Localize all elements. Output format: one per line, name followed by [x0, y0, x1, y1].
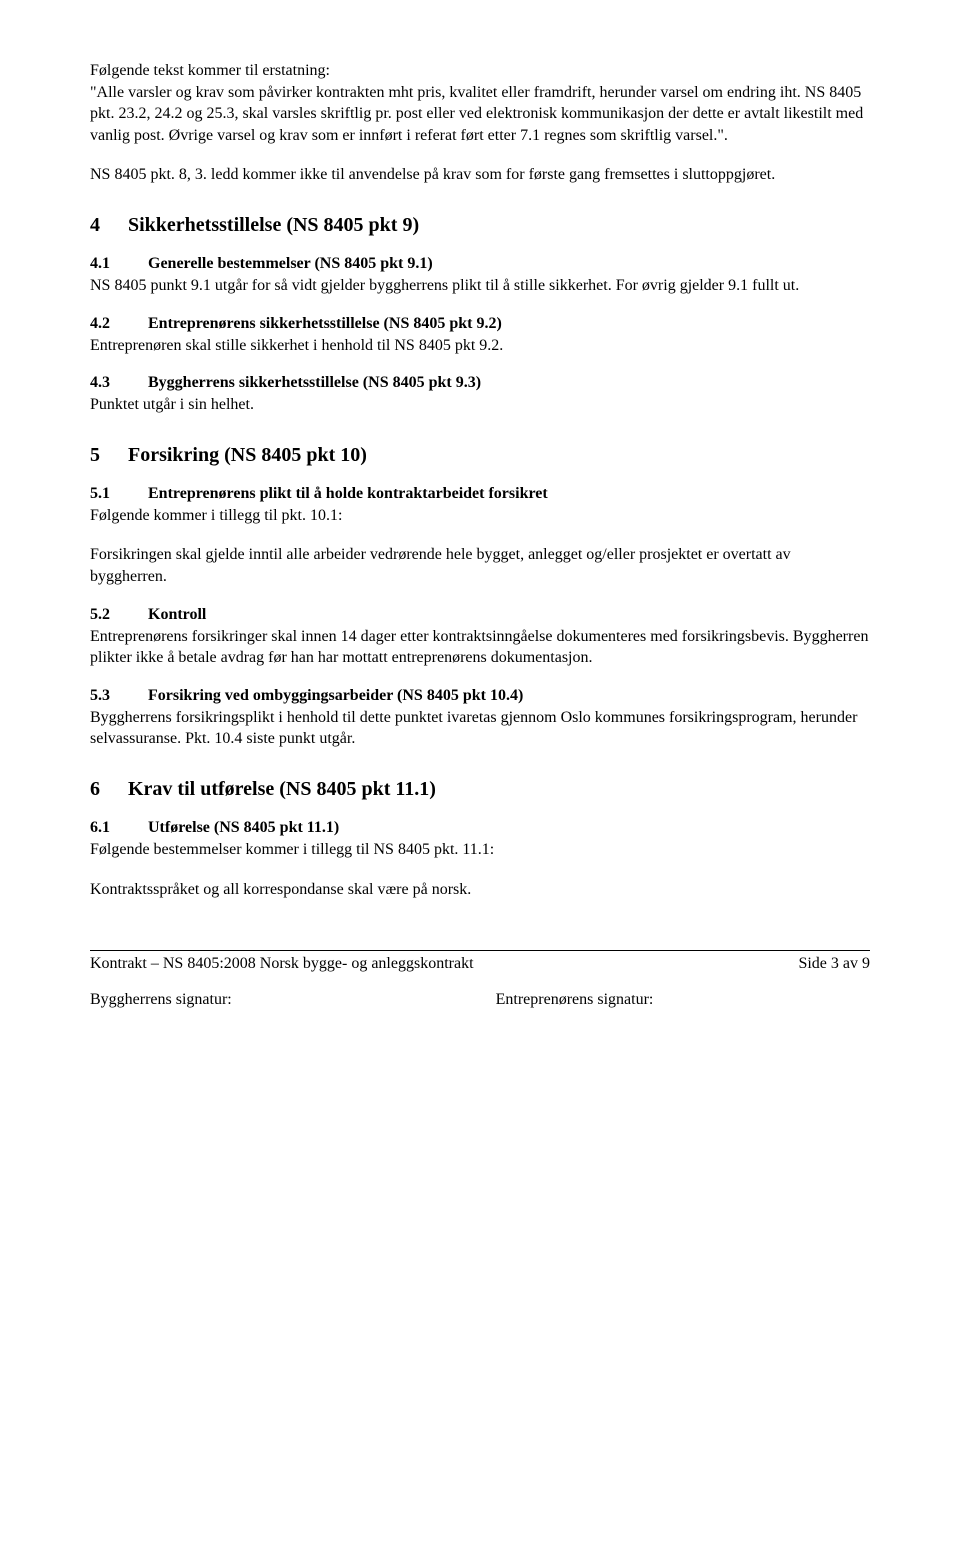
footer-right: Side 3 av 9	[798, 955, 870, 973]
intro-body: "Alle varsler og krav som påvirker kontr…	[90, 84, 863, 144]
signature-left: Byggherrens signatur:	[90, 991, 464, 1009]
section-5-2-title: Kontroll	[148, 606, 206, 624]
section-4-num: 4	[90, 214, 128, 237]
section-5-heading: 5 Forsikring (NS 8405 pkt 10)	[90, 444, 870, 467]
section-4-2-heading: 4.2 Entreprenørens sikkerhetsstillelse (…	[90, 315, 870, 333]
section-4-1-title: Generelle bestemmelser (NS 8405 pkt 9.1)	[148, 255, 433, 273]
section-6-num: 6	[90, 778, 128, 801]
page-footer: Kontrakt – NS 8405:2008 Norsk bygge- og …	[90, 950, 870, 973]
section-5-title: Forsikring (NS 8405 pkt 10)	[128, 444, 367, 467]
section-5-1-heading: 5.1 Entreprenørens plikt til å holde kon…	[90, 485, 870, 503]
section-5-2-num: 5.2	[90, 606, 148, 624]
section-5-3-heading: 5.3 Forsikring ved ombyggingsarbeider (N…	[90, 687, 870, 705]
section-6-1-line1: Følgende bestemmelser kommer i tillegg t…	[90, 839, 870, 861]
section-4-3-title: Byggherrens sikkerhetsstillelse (NS 8405…	[148, 374, 481, 392]
section-4-1: 4.1 Generelle bestemmelser (NS 8405 pkt …	[90, 255, 870, 297]
section-4-heading: 4 Sikkerhetsstillelse (NS 8405 pkt 9)	[90, 214, 870, 237]
section-5-1-num: 5.1	[90, 485, 148, 503]
section-6-1-body: Kontraktsspråket og all korrespondanse s…	[90, 879, 870, 901]
section-5-1-line1: Følgende kommer i tillegg til pkt. 10.1:	[90, 505, 870, 527]
section-4-3-heading: 4.3 Byggherrens sikkerhetsstillelse (NS …	[90, 374, 870, 392]
intro-block: Følgende tekst kommer til erstatning: "A…	[90, 60, 870, 146]
section-4-title: Sikkerhetsstillelse (NS 8405 pkt 9)	[128, 214, 419, 237]
section-5-num: 5	[90, 444, 128, 467]
section-5-1: 5.1 Entreprenørens plikt til å holde kon…	[90, 485, 870, 588]
signature-row: Byggherrens signatur: Entreprenørens sig…	[90, 991, 870, 1009]
section-4-2-title: Entreprenørens sikkerhetsstillelse (NS 8…	[148, 315, 502, 333]
section-5-3-body: Byggherrens forsikringsplikt i henhold t…	[90, 707, 870, 750]
section-6-heading: 6 Krav til utførelse (NS 8405 pkt 11.1)	[90, 778, 870, 801]
section-4-3: 4.3 Byggherrens sikkerhetsstillelse (NS …	[90, 374, 870, 416]
section-4-2: 4.2 Entreprenørens sikkerhetsstillelse (…	[90, 315, 870, 357]
section-6-1-heading: 6.1 Utførelse (NS 8405 pkt 11.1)	[90, 819, 870, 837]
section-5-1-title: Entreprenørens plikt til å holde kontrak…	[148, 485, 548, 503]
section-6-1-title: Utførelse (NS 8405 pkt 11.1)	[148, 819, 339, 837]
section-4-1-body: NS 8405 punkt 9.1 utgår for så vidt gjel…	[90, 275, 870, 297]
section-6-1-num: 6.1	[90, 819, 148, 837]
section-4-2-body: Entreprenøren skal stille sikkerhet i he…	[90, 335, 870, 357]
signature-right: Entreprenørens signatur:	[496, 991, 870, 1009]
section-5-2-body: Entreprenørens forsikringer skal innen 1…	[90, 626, 870, 669]
section-5-2: 5.2 Kontroll Entreprenørens forsikringer…	[90, 606, 870, 669]
section-5-3: 5.3 Forsikring ved ombyggingsarbeider (N…	[90, 687, 870, 750]
document-page: Følgende tekst kommer til erstatning: "A…	[0, 0, 960, 1049]
section-6-title: Krav til utførelse (NS 8405 pkt 11.1)	[128, 778, 436, 801]
section-4-2-num: 4.2	[90, 315, 148, 333]
section-4-1-heading: 4.1 Generelle bestemmelser (NS 8405 pkt …	[90, 255, 870, 273]
section-5-1-body: Forsikringen skal gjelde inntil alle arb…	[90, 544, 870, 587]
section-4-3-num: 4.3	[90, 374, 148, 392]
section-5-3-title: Forsikring ved ombyggingsarbeider (NS 84…	[148, 687, 523, 705]
section-4-1-num: 4.1	[90, 255, 148, 273]
section-4-3-body: Punktet utgår i sin helhet.	[90, 394, 870, 416]
section-5-3-num: 5.3	[90, 687, 148, 705]
section-5-2-heading: 5.2 Kontroll	[90, 606, 870, 624]
section-6-1: 6.1 Utførelse (NS 8405 pkt 11.1) Følgend…	[90, 819, 870, 900]
intro-line1: Følgende tekst kommer til erstatning:	[90, 62, 330, 79]
footer-left: Kontrakt – NS 8405:2008 Norsk bygge- og …	[90, 955, 474, 973]
intro-p2: NS 8405 pkt. 8, 3. ledd kommer ikke til …	[90, 164, 870, 186]
